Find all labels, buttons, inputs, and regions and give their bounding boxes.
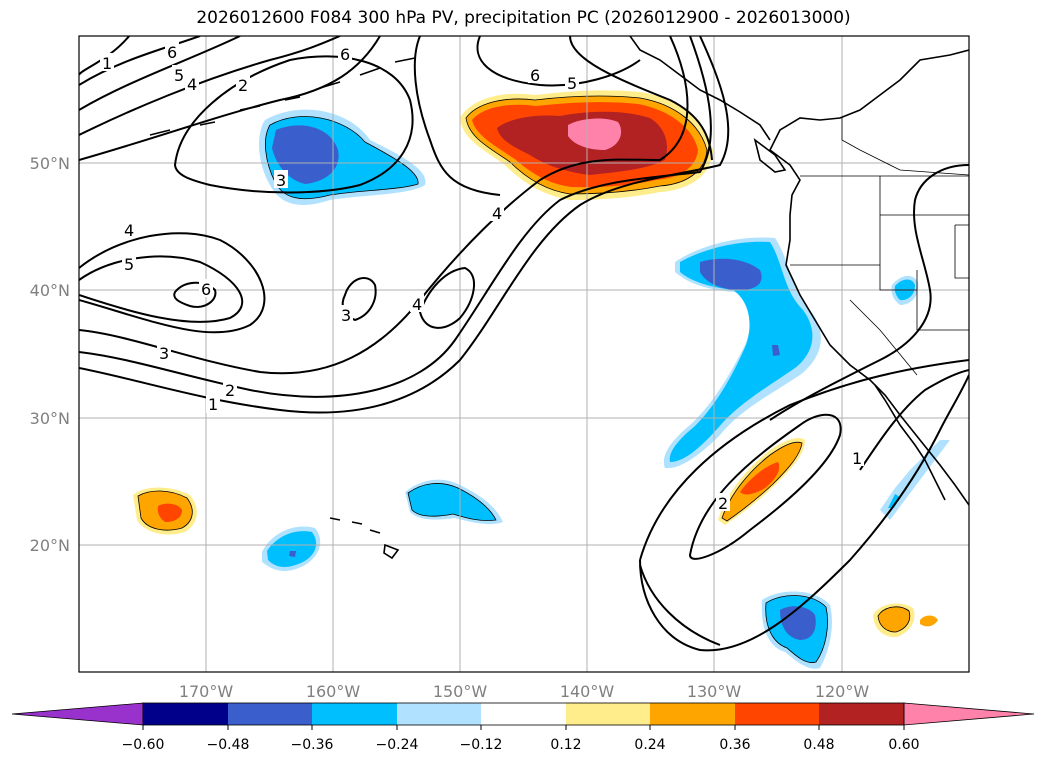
colorbar-label: −0.60 bbox=[122, 737, 165, 753]
lat-tick-40n: 40°N bbox=[30, 281, 70, 300]
north-america-coast bbox=[768, 49, 969, 506]
alaska-coast bbox=[629, 36, 771, 141]
colorbar-bin bbox=[397, 703, 481, 725]
colorbar-bin bbox=[650, 703, 735, 725]
map-area: 1 2 3 4 5 6 3 4 6 5 2 6 1 5 bbox=[79, 36, 969, 672]
lat-tick-30n: 30°N bbox=[30, 409, 70, 428]
precip-negative-areas bbox=[258, 109, 950, 669]
graticule bbox=[79, 36, 969, 672]
lat-tick-50n: 50°N bbox=[30, 154, 70, 173]
colorbar-extend-high bbox=[903, 702, 1035, 726]
contour-label-6b: 6 bbox=[530, 66, 540, 85]
lon-tick-140w: 140°W bbox=[560, 682, 615, 701]
colorbar-label: 0.24 bbox=[634, 737, 665, 753]
contour-label-1b: 1 bbox=[102, 54, 112, 73]
contour-label-1c: 1 bbox=[852, 449, 862, 468]
lon-tick-160w: 160°W bbox=[306, 682, 361, 701]
contour-label-4c: 4 bbox=[187, 75, 197, 94]
colorbar-bin bbox=[481, 703, 566, 725]
colorbar-label: 0.12 bbox=[550, 737, 581, 753]
colorbar-bin bbox=[228, 703, 312, 725]
colorbar: −0.60 −0.48 −0.36 −0.24 −0.12 0.12 0.24 … bbox=[11, 702, 1035, 753]
pv-contour-4 bbox=[79, 232, 266, 334]
colorbar-label: −0.36 bbox=[291, 737, 334, 753]
lat-tick-20n: 20°N bbox=[30, 536, 70, 555]
colorbar-bin bbox=[735, 703, 819, 725]
map-frame bbox=[78, 35, 970, 673]
pv-contour-labels: 1 2 3 4 5 6 3 4 6 5 2 6 1 5 bbox=[100, 42, 864, 513]
colorbar-bin bbox=[143, 703, 228, 725]
contour-label-4b: 4 bbox=[492, 204, 502, 223]
contour-label-2b: 2 bbox=[238, 76, 248, 95]
contour-label-3: 3 bbox=[159, 344, 169, 363]
precip-positive-areas bbox=[133, 90, 938, 638]
lon-tick-170w: 170°W bbox=[179, 682, 234, 701]
contour-label-3b: 3 bbox=[276, 171, 286, 190]
contour-label-2: 2 bbox=[225, 381, 235, 400]
pv-contour-upper-left bbox=[79, 36, 381, 161]
colorbar-label: 0.48 bbox=[803, 737, 834, 753]
lon-tick-150w: 150°W bbox=[433, 682, 488, 701]
contour-label-5c: 5 bbox=[174, 66, 184, 85]
vancouver-island bbox=[753, 138, 787, 173]
contour-label-5b: 5 bbox=[567, 74, 577, 93]
lon-tick-labels: 170°W 160°W 150°W 140°W 130°W 120°W bbox=[179, 682, 870, 701]
contour-label-6d: 6 bbox=[340, 45, 350, 64]
hawaii-islands bbox=[329, 517, 400, 560]
contour-label-4: 4 bbox=[124, 221, 134, 240]
colorbar-label: −0.24 bbox=[376, 737, 419, 753]
colorbar-label: 0.60 bbox=[888, 737, 919, 753]
contour-label-4d: 4 bbox=[412, 295, 422, 314]
contour-label-3c: 3 bbox=[341, 306, 351, 325]
map-title: 2026012600 F084 300 hPa PV, precipitatio… bbox=[196, 8, 851, 28]
baja-peninsula bbox=[874, 384, 946, 501]
colorbar-bin bbox=[819, 703, 904, 725]
pv-contour-subtropical bbox=[639, 359, 969, 561]
contour-label-6c: 6 bbox=[167, 43, 177, 62]
lat-tick-labels: 50°N 40°N 30°N 20°N bbox=[30, 154, 70, 555]
colorbar-bin bbox=[312, 703, 397, 725]
colorbar-label: 0.36 bbox=[719, 737, 750, 753]
contour-label-5: 5 bbox=[124, 255, 134, 274]
colorbar-extend-low bbox=[11, 702, 144, 726]
lon-tick-130w: 130°W bbox=[687, 682, 742, 701]
lon-tick-120w: 120°W bbox=[815, 682, 870, 701]
contour-label-6: 6 bbox=[201, 280, 211, 299]
colorbar-label: −0.12 bbox=[460, 737, 503, 753]
contour-label-2c: 2 bbox=[718, 494, 728, 513]
precip-outlines bbox=[137, 95, 911, 663]
colorbar-bin bbox=[566, 703, 650, 725]
pv-contour-3 bbox=[79, 36, 689, 375]
contour-label-1: 1 bbox=[208, 395, 218, 414]
colorbar-label: −0.48 bbox=[207, 737, 250, 753]
borders bbox=[790, 118, 969, 376]
pv-contour-1 bbox=[79, 36, 730, 414]
